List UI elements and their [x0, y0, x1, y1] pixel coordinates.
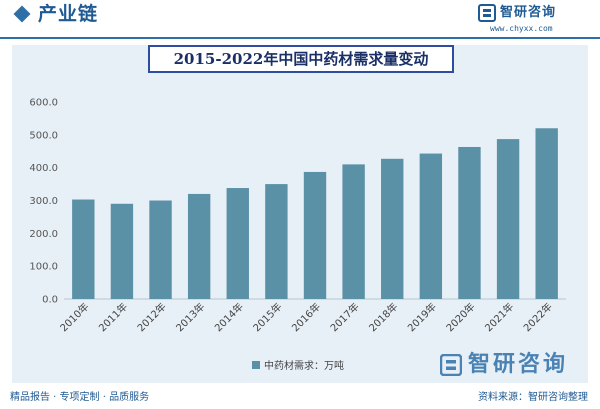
x-tick-label: 2021年	[482, 300, 516, 334]
watermark-name: 智研咨询	[468, 352, 569, 377]
y-tick-label: 600.0	[29, 98, 58, 109]
bar	[496, 139, 520, 299]
brand-logo[interactable]: 智研咨询 www.chyxx.com	[478, 3, 588, 35]
brand-mark-icon	[478, 4, 496, 22]
bar	[72, 199, 95, 299]
watermark-mark-icon	[440, 354, 462, 376]
x-tick-label: 2022年	[521, 300, 555, 334]
x-tick-label: 2018年	[366, 300, 400, 334]
x-tick-label: 2015年	[250, 300, 284, 334]
bar	[265, 184, 288, 299]
y-tick-label: 200.0	[29, 229, 58, 240]
diamond-icon	[13, 5, 31, 23]
footer-tagline: 精品报告 · 专项定制 · 品质服务	[10, 392, 150, 403]
legend-label: 中药材需求：万吨	[264, 359, 344, 372]
x-tick-label: 2011年	[96, 300, 130, 334]
y-tick-label: 400.0	[29, 163, 58, 174]
chart-title: 2015-2022年中国中药材需求量变动	[148, 45, 454, 73]
bar	[303, 171, 327, 299]
x-tick-label: 2010年	[57, 300, 91, 334]
x-tick-label: 2016年	[289, 300, 323, 334]
y-tick-label: 300.0	[29, 196, 58, 207]
section-title: 产业链	[38, 3, 99, 25]
x-tick-label: 2017年	[327, 300, 361, 334]
header-divider	[0, 37, 600, 39]
brand-name: 智研咨询	[500, 5, 557, 20]
bar	[187, 193, 211, 299]
legend-swatch	[252, 361, 260, 369]
watermark-logo: 智研咨询	[440, 350, 590, 380]
bar	[110, 203, 134, 299]
x-tick-label: 2014年	[212, 300, 246, 334]
y-tick-label: 500.0	[29, 130, 58, 141]
footer: 精品报告 · 专项定制 · 品质服务 资料来源：智研咨询整理	[0, 387, 600, 409]
x-tick-label: 2020年	[443, 300, 477, 334]
footer-source: 资料来源：智研咨询整理	[478, 392, 588, 403]
chart-panel: 2015-2022年中国中药材需求量变动 0.0 100.0 200.0 300.0 4…	[12, 45, 588, 383]
bar	[458, 146, 481, 299]
header: 产业链 智研咨询 www.chyxx.com	[0, 0, 600, 36]
x-tick-label: 2019年	[405, 300, 439, 334]
y-tick-label: 100.0	[29, 262, 58, 273]
bar	[342, 164, 365, 299]
bar	[381, 158, 404, 299]
bar	[226, 188, 249, 299]
bar	[535, 128, 558, 299]
brand-url: www.chyxx.com	[490, 24, 553, 33]
x-tick-label: 2012年	[134, 300, 168, 334]
bar	[419, 153, 443, 299]
bar	[149, 200, 172, 299]
y-tick-label: 0.0	[42, 295, 58, 306]
x-tick-label: 2013年	[173, 300, 207, 334]
